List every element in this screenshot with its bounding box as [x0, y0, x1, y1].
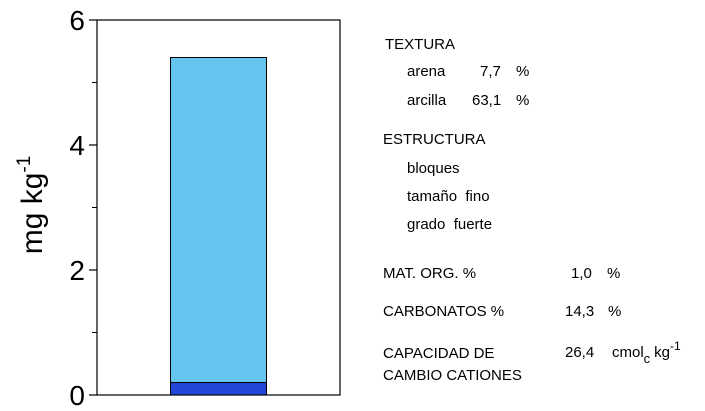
y-tick-label: 0 — [69, 380, 85, 411]
bar-segment — [170, 57, 267, 383]
unit-sup: -1 — [670, 339, 681, 353]
y-label-sup: -1 — [14, 156, 35, 173]
heading: ESTRUCTURA — [383, 131, 486, 148]
unit-text: cmol — [612, 344, 644, 361]
value: 14,3 — [565, 303, 594, 320]
label: CAPACIDAD DE — [383, 345, 494, 362]
unit-sub: c — [644, 351, 651, 366]
value: 7,7 — [480, 63, 501, 80]
unit: % — [608, 303, 621, 320]
item: tamaño fino — [407, 188, 490, 205]
label: CARBONATOS % — [383, 303, 504, 320]
y-tick-label: 4 — [69, 130, 85, 161]
y-label-text: mg kg — [16, 173, 49, 255]
value: 1,0 — [571, 265, 592, 282]
label: arena — [407, 63, 446, 80]
label: MAT. ORG. % — [383, 265, 476, 282]
unit: % — [516, 92, 529, 109]
label: CAMBIO CATIONES — [383, 367, 522, 384]
y-tick-label: 2 — [69, 255, 85, 286]
value: 26,4 — [565, 344, 594, 361]
bar-segment — [170, 382, 267, 396]
label: arcilla — [407, 92, 447, 109]
item: bloques — [407, 160, 460, 177]
y-axis-label: mg kg-1 — [14, 156, 49, 255]
unit-text: kg — [654, 344, 670, 361]
unit: % — [516, 63, 529, 80]
unit: cmolc kg-1 — [612, 339, 681, 366]
heading: TEXTURA — [385, 36, 455, 53]
item: grado fuerte — [407, 216, 492, 233]
y-tick-label: 6 — [69, 5, 85, 36]
value: 63,1 — [472, 92, 501, 109]
properties-panel: TEXTURA arena 7,7 % arcilla 63,1 % ESTRU… — [383, 36, 681, 384]
unit: % — [607, 265, 620, 282]
